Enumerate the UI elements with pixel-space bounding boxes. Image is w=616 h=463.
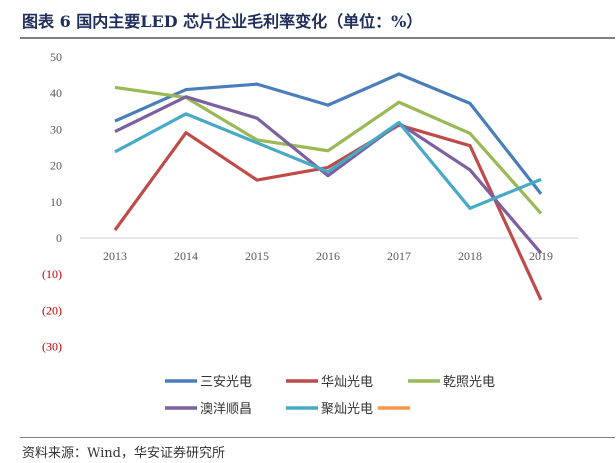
y-tick-label: 20: [50, 159, 62, 173]
x-tick-label: 2018: [458, 249, 482, 263]
source-divider: [20, 437, 615, 438]
y-tick-label: 50: [50, 50, 62, 64]
legend-label: 澳洋顺昌: [200, 401, 252, 417]
y-tick-label: 10: [50, 195, 62, 209]
source-note: 资料来源：Wind，华安证券研究所: [22, 446, 225, 461]
y-tick-label: (10): [42, 267, 62, 281]
y-tick-label: 30: [50, 122, 62, 136]
series-line-4: [114, 95, 543, 255]
legend-label: 三安光电: [200, 375, 252, 390]
y-tick-label: (20): [42, 303, 62, 317]
x-tick-label: 2016: [316, 249, 340, 263]
x-tick-label: 2013: [103, 249, 127, 263]
y-tick-label: (30): [42, 340, 62, 354]
x-tick-label: 2014: [174, 249, 198, 263]
line-chart: 50 40 30 20 10 0 (10) (20) (30) 2013 2014 2015 2016 2…: [42, 50, 578, 417]
y-tick-label: 0: [56, 231, 62, 245]
x-tick-label: 2017: [387, 249, 411, 263]
legend-label: 华灿光电: [321, 375, 373, 390]
y-tick-label: 40: [50, 86, 62, 100]
x-tick-label: 2015: [245, 249, 269, 263]
title-divider: [20, 37, 615, 39]
x-tick-label: 2019: [529, 249, 553, 263]
legend-label: 聚灿光电: [321, 402, 373, 417]
legend-label: 乾照光电: [443, 375, 495, 390]
figure-title: 图表 6 国内主要LED 芯片企业毛利率变化（单位：%）: [22, 12, 423, 31]
